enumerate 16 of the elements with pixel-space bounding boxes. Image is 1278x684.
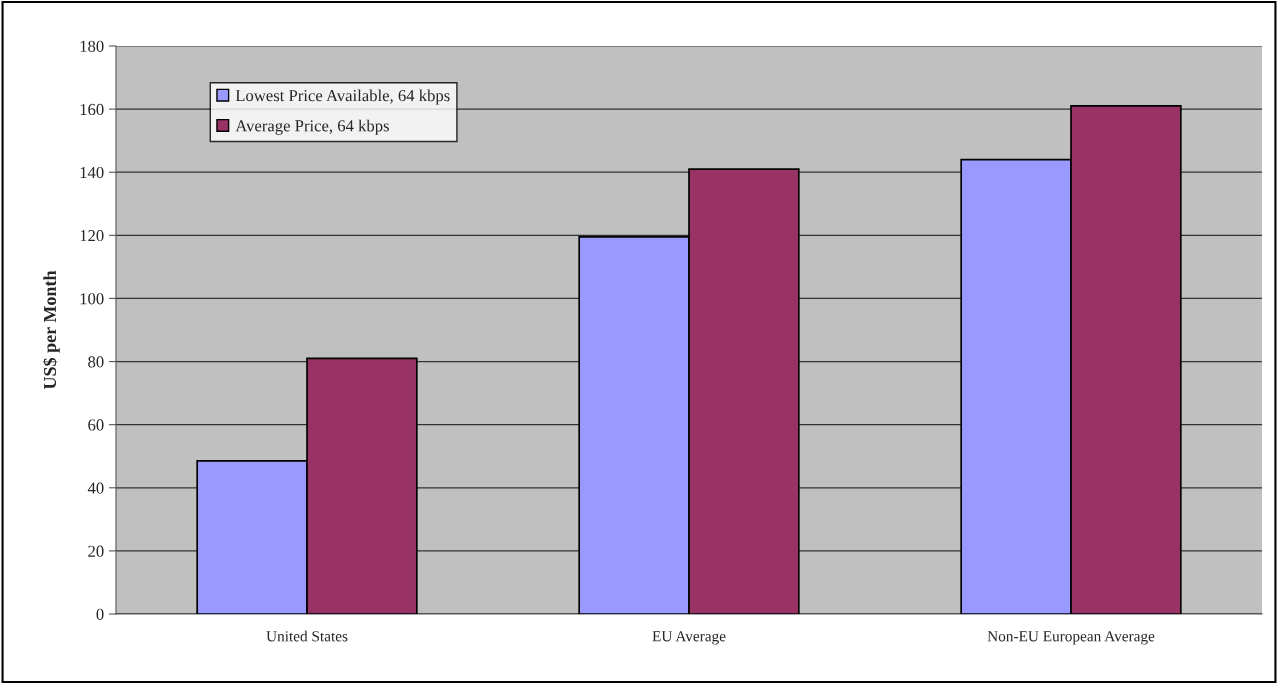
legend-label: Average Price, 64 kbps [235, 119, 389, 135]
y-axis-title: US$ per Month [42, 270, 60, 390]
x-tick-label: United States [266, 630, 348, 642]
y-tick-label: 40 [87, 482, 104, 494]
y-tick-label: 20 [88, 545, 104, 557]
y-tick-label: 60 [88, 419, 104, 431]
y-tick-label: 0 [96, 608, 104, 620]
y-tick-label: 100 [80, 293, 104, 305]
legend-label: Lowest Price Available, 64 kbps [235, 89, 450, 105]
y-tick-label: 140 [80, 166, 104, 179]
y-tick-label: 80 [88, 356, 104, 368]
y-tick-label: 120 [80, 230, 104, 242]
y-tick-label: 180 [80, 40, 104, 52]
x-tick-label: Non-EU European Average [987, 631, 1155, 645]
y-tick-label: 160 [80, 103, 104, 116]
x-tick-label: EU Average [652, 631, 726, 645]
